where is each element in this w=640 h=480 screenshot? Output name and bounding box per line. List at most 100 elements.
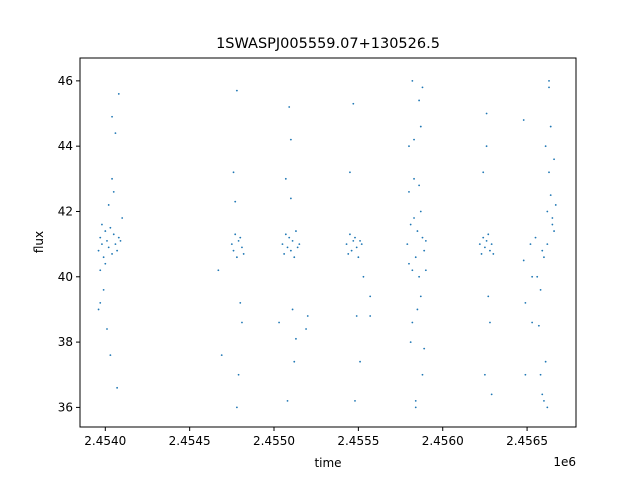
data-point [548,171,550,174]
data-point [421,236,424,239]
data-point [354,399,356,402]
data-point [551,223,554,226]
data-point [534,236,537,239]
data-point [362,275,365,278]
data-point [101,223,103,226]
data-point [414,399,417,402]
data-point [235,256,238,259]
data-point [413,217,415,219]
data-point [541,393,544,396]
data-point [112,233,115,236]
data-point [524,373,527,376]
data-point [106,239,108,242]
data-point [543,256,545,259]
data-point [232,249,235,252]
x-axis-title: time [314,456,341,470]
data-point [531,321,534,324]
data-point [286,246,289,249]
data-point [546,210,549,213]
data-point [549,125,552,128]
data-point [539,373,542,376]
x-tick-label: 2.4560 [422,434,464,448]
data-point [102,256,105,259]
data-point [531,275,534,278]
data-point [284,177,287,180]
data-point [524,302,527,304]
data-point [416,308,419,311]
data-point [345,243,348,246]
y-axis-title: flux [32,231,46,253]
data-point [111,177,113,180]
data-point [281,243,284,246]
data-point [414,256,417,259]
data-point [413,138,415,141]
data-point [296,246,299,249]
data-point [424,239,427,242]
data-point [349,171,351,174]
data-point [289,249,292,252]
data-point [355,246,358,249]
data-point [291,308,294,311]
data-point [482,171,485,174]
data-point [416,230,419,232]
data-point [418,275,421,278]
data-point [418,184,421,187]
data-point [107,246,110,249]
data-point [359,360,361,363]
data-point [485,239,488,242]
x-tick-label: 2.4555 [337,434,379,448]
data-point [283,253,286,255]
data-point [423,347,426,350]
data-point [288,106,291,108]
data-point [492,253,495,255]
data-point [99,269,102,272]
data-point [551,217,554,219]
data-point [483,246,486,249]
data-point [411,79,414,82]
data-point [306,315,309,317]
data-point [114,132,117,135]
data-point [106,328,108,330]
data-point [278,321,280,324]
data-point [359,239,361,242]
data-point [357,256,360,259]
data-point [289,197,292,200]
data-point [99,236,102,239]
data-point [419,210,422,213]
data-point [288,236,291,239]
data-point [121,217,124,219]
data-point [369,315,372,317]
data-point [234,200,237,203]
data-point [289,138,292,141]
data-point [489,249,491,252]
data-point [354,236,356,239]
data-point [539,288,542,291]
data-point [478,243,481,246]
data-point [544,360,547,363]
data-point [305,328,307,330]
data-point [482,236,485,239]
y-tick-label: 36 [58,400,73,414]
data-point [97,249,100,252]
plot-frame [79,57,577,428]
data-point [544,145,547,148]
data-point [116,249,119,252]
data-point [286,399,289,402]
data-point [480,253,483,255]
data-point [485,145,488,148]
x-tick-label: 2.4550 [253,434,295,448]
data-point [369,295,372,298]
data-point [414,406,417,409]
data-point [541,249,544,252]
data-point [239,302,242,304]
data-point [529,243,532,246]
data-point [522,119,525,121]
data-point [114,243,117,246]
data-point [487,295,490,298]
data-point [553,230,555,232]
data-point [117,236,120,239]
data-point [424,269,427,272]
data-point [537,324,540,327]
data-point [489,321,491,324]
data-point [411,269,414,272]
